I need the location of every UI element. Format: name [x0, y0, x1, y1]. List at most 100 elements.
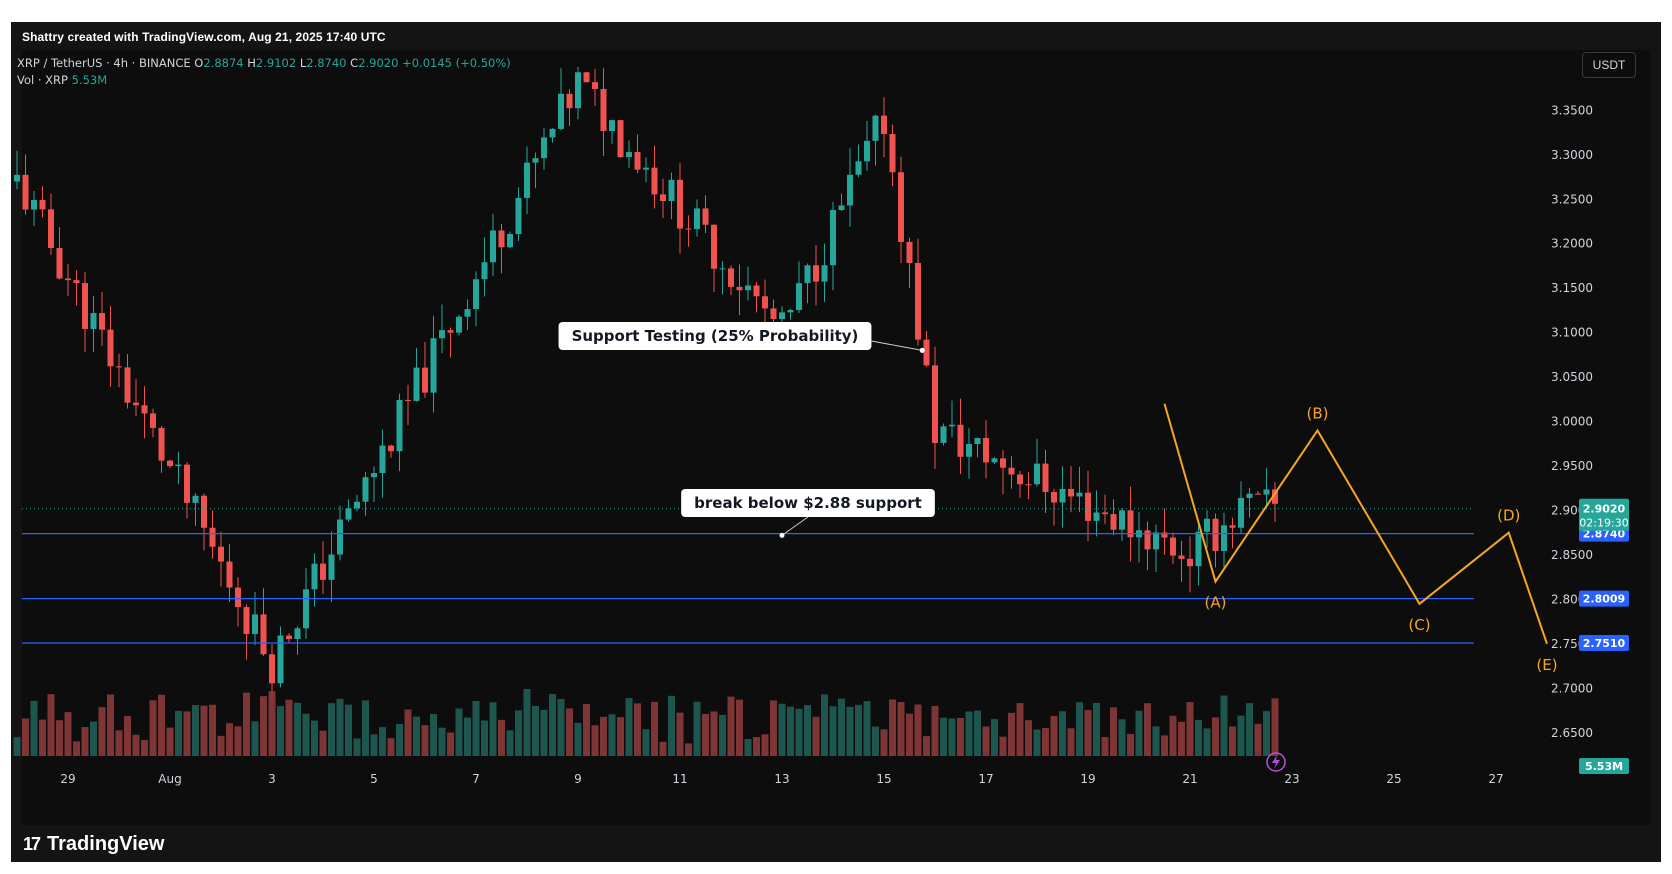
- chart-pane[interactable]: [22, 50, 1650, 825]
- candle-body: [626, 152, 632, 158]
- wave-label: (D): [1497, 507, 1520, 525]
- candle-body: [413, 367, 420, 401]
- candle-body: [1204, 518, 1210, 532]
- volume-bar: [1186, 702, 1194, 756]
- x-tick-label: 23: [1284, 772, 1299, 786]
- current-price-tag-label: 2.9020: [1583, 503, 1626, 516]
- candle-body: [481, 262, 488, 280]
- y-tick-label: 3.1500: [1551, 281, 1593, 295]
- candle-body: [583, 72, 590, 83]
- volume-bar: [1076, 702, 1083, 756]
- volume-bar: [880, 729, 888, 756]
- candle-body: [311, 563, 318, 590]
- x-tick-label: 25: [1386, 772, 1401, 786]
- volume-bar: [1178, 721, 1185, 756]
- volume-bar: [158, 694, 165, 756]
- volume-bar: [379, 727, 386, 756]
- candle-body: [660, 194, 666, 202]
- volume-bar: [1203, 728, 1211, 756]
- x-tick-label: 5: [370, 772, 378, 786]
- candle-body: [31, 200, 37, 210]
- footer-bar: 17 TradingView: [11, 825, 1661, 862]
- y-tick-label: 2.7000: [1551, 681, 1593, 695]
- candle-body: [983, 437, 989, 463]
- break-below-callout-box: [681, 489, 935, 517]
- volume-bar: [149, 700, 157, 756]
- volume-bar: [22, 718, 29, 756]
- volume-bar: [923, 736, 930, 756]
- candle-body: [974, 437, 981, 444]
- candle-body: [39, 200, 46, 210]
- volume-bar: [1152, 726, 1160, 756]
- candle-body: [1102, 512, 1108, 515]
- candle-body: [1221, 525, 1227, 552]
- volume-bar: [175, 710, 182, 756]
- volume-bar: [1101, 737, 1109, 756]
- candle-body: [1110, 514, 1117, 530]
- legend-c-label: C: [350, 56, 359, 70]
- volume-bar: [1008, 712, 1015, 756]
- candle-body: [320, 563, 326, 580]
- volume-bar: [982, 726, 990, 756]
- candle-body: [388, 445, 394, 452]
- volume-bar: [345, 704, 352, 756]
- support-level-tag-label: 2.8740: [1583, 528, 1626, 541]
- volume-bar: [421, 725, 429, 756]
- volume-bar: [753, 737, 760, 756]
- volume-bar: [1110, 707, 1117, 756]
- candle-body: [218, 546, 224, 562]
- tradingview-logo[interactable]: 17 TradingView: [23, 833, 164, 856]
- volume-bar: [1220, 695, 1228, 756]
- volume-bar: [387, 738, 395, 756]
- volume-bar: [438, 727, 446, 756]
- candle-body: [116, 366, 122, 368]
- support-testing-callout-box: [558, 322, 872, 350]
- volume-bar: [396, 723, 403, 756]
- candle-body: [167, 460, 173, 467]
- candle-body: [1059, 488, 1066, 503]
- current-price-tag: [1579, 498, 1629, 531]
- volume-bar: [719, 714, 726, 756]
- candle-body: [524, 162, 530, 198]
- volume-bar: [999, 736, 1007, 756]
- currency-button[interactable]: USDT: [1582, 52, 1636, 78]
- volume-bar: [498, 719, 505, 756]
- volume-bar: [192, 705, 199, 756]
- candle-body: [226, 561, 233, 588]
- candle-body: [158, 427, 165, 461]
- volume-bar: [693, 701, 701, 756]
- volume-bar: [370, 734, 378, 756]
- volume-bar: [1229, 726, 1236, 756]
- support-level-tag: [1579, 590, 1629, 607]
- volume-bar: [642, 729, 650, 756]
- credit-text: Shattry created with TradingView.com, Au…: [22, 30, 386, 44]
- y-tick-label: 3.3000: [1551, 148, 1593, 162]
- candle-body: [1127, 510, 1134, 538]
- volume-bar: [115, 730, 123, 756]
- support-level-tag-label: 2.8009: [1583, 593, 1625, 606]
- x-tick-label: 3: [268, 772, 276, 786]
- volume-bar: [277, 706, 284, 756]
- candle-body: [337, 519, 343, 555]
- credit-bar: Shattry created with TradingView.com, Au…: [11, 22, 1661, 50]
- volume-bar: [1246, 703, 1253, 756]
- volume-bar: [447, 732, 454, 756]
- volume-bar: [1067, 728, 1075, 756]
- candle-body: [65, 278, 71, 281]
- legend-volume-row: Vol · XRP 5.53M: [17, 73, 511, 90]
- y-tick-label: 3.3500: [1551, 103, 1593, 117]
- volume-bar: [1093, 702, 1100, 756]
- support-testing-callout-target-dot: [919, 347, 925, 353]
- candle-body: [677, 179, 683, 229]
- volume-bar: [761, 734, 769, 756]
- volume-bar: [914, 704, 922, 756]
- wave-label: (E): [1536, 656, 1557, 674]
- candle-body: [711, 224, 717, 269]
- volume-bar: [778, 703, 786, 756]
- volume-bar: [744, 739, 752, 756]
- volume-bar: [30, 700, 38, 756]
- candle-body: [277, 635, 284, 684]
- volume-bar: [634, 703, 641, 756]
- volume-bar: [13, 737, 21, 756]
